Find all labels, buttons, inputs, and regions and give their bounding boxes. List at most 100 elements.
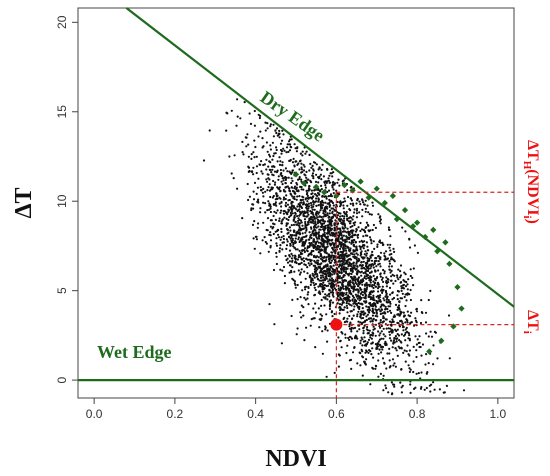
cloud-point xyxy=(318,326,321,329)
cloud-point xyxy=(356,279,360,282)
cloud-point xyxy=(255,165,259,168)
cloud-point xyxy=(388,359,391,362)
cloud-point xyxy=(273,210,276,213)
cloud-point xyxy=(379,218,382,221)
cloud-point xyxy=(346,227,349,230)
envelope-point xyxy=(413,219,421,226)
cloud-point xyxy=(434,331,437,334)
cloud-point xyxy=(319,225,323,228)
cloud-point xyxy=(360,261,363,264)
cloud-point xyxy=(345,296,348,299)
cloud-point xyxy=(343,297,346,300)
cloud-point xyxy=(321,258,324,261)
cloud-point xyxy=(305,207,308,210)
cloud-point xyxy=(291,179,294,182)
cloud-point xyxy=(247,165,250,168)
cloud-point xyxy=(314,346,317,349)
cloud-point xyxy=(304,174,307,177)
cloud-point xyxy=(346,311,349,314)
cloud-point xyxy=(363,291,366,294)
cloud-point xyxy=(337,299,340,302)
cloud-point xyxy=(278,247,282,250)
cloud-point xyxy=(289,237,292,240)
cloud-point xyxy=(274,181,277,184)
cloud-point xyxy=(371,228,374,232)
cloud-point xyxy=(366,223,369,226)
cloud-point xyxy=(443,391,446,394)
cloud-point xyxy=(345,235,348,238)
cloud-point xyxy=(370,304,373,307)
cloud-point xyxy=(324,210,327,213)
cloud-point xyxy=(337,291,340,294)
cloud-point xyxy=(359,251,362,254)
cloud-point xyxy=(281,161,284,164)
cloud-point xyxy=(404,230,407,233)
cloud-point xyxy=(358,240,361,243)
cloud-point xyxy=(327,231,330,234)
dry-edge-candidate-points xyxy=(292,171,465,355)
upper-delta-t-label: ΔTH(NDVIi) xyxy=(521,140,541,224)
cloud-point xyxy=(301,244,304,247)
cloud-point xyxy=(385,327,388,330)
cloud-point xyxy=(388,253,391,256)
cloud-point xyxy=(326,264,329,267)
cloud-point xyxy=(389,293,392,296)
cloud-point xyxy=(336,302,339,305)
cloud-point xyxy=(357,269,360,272)
cloud-point xyxy=(405,299,408,302)
cloud-point xyxy=(275,192,278,195)
cloud-point xyxy=(369,275,372,278)
cloud-point xyxy=(300,221,303,224)
cloud-point xyxy=(406,293,409,296)
cloud-point xyxy=(384,289,387,293)
cloud-point xyxy=(412,267,415,270)
cloud-point xyxy=(356,362,359,365)
cloud-point xyxy=(375,257,378,260)
cloud-point xyxy=(399,264,403,267)
upper-label-close: ) xyxy=(524,219,541,224)
cloud-point xyxy=(264,129,267,132)
cloud-point xyxy=(265,178,268,181)
cloud-point xyxy=(355,283,358,286)
cloud-point xyxy=(312,234,315,237)
cloud-point xyxy=(328,201,331,205)
cloud-point xyxy=(342,270,346,273)
cloud-point xyxy=(333,250,336,253)
cloud-point xyxy=(359,286,362,290)
cloud-point xyxy=(379,294,382,297)
cloud-point xyxy=(290,314,293,318)
cloud-point xyxy=(235,124,238,127)
cloud-point xyxy=(388,330,391,334)
cloud-point xyxy=(400,287,403,290)
cloud-point xyxy=(342,221,345,224)
cloud-point xyxy=(265,158,268,161)
cloud-point xyxy=(326,242,329,245)
cloud-point xyxy=(413,244,416,247)
cloud-point xyxy=(377,300,380,303)
cloud-point xyxy=(228,155,231,158)
cloud-point xyxy=(306,297,309,300)
cloud-point xyxy=(383,311,386,314)
cloud-point xyxy=(281,164,284,167)
cloud-point xyxy=(368,311,371,314)
cloud-point xyxy=(266,217,270,220)
cloud-point xyxy=(429,390,432,393)
cloud-point xyxy=(269,239,273,242)
cloud-point xyxy=(348,264,351,267)
cloud-point xyxy=(338,271,341,274)
cloud-point xyxy=(378,348,381,351)
cloud-point xyxy=(309,324,312,327)
cloud-point xyxy=(302,306,305,309)
cloud-point xyxy=(314,220,317,223)
cloud-point xyxy=(354,230,358,233)
cloud-point xyxy=(331,301,335,304)
cloud-point xyxy=(320,304,323,307)
cloud-point xyxy=(351,225,354,228)
cloud-point xyxy=(328,271,331,274)
cloud-point xyxy=(424,321,428,324)
cloud-point xyxy=(391,358,395,361)
cloud-point xyxy=(262,187,265,190)
cloud-point xyxy=(370,337,373,340)
cloud-point xyxy=(260,170,263,173)
cloud-point xyxy=(300,168,303,171)
